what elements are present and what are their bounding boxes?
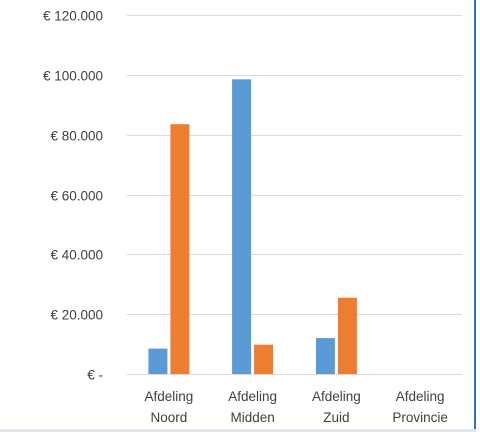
y-tick-label: € 120.000: [43, 9, 103, 24]
chart-bottom-border: [0, 429, 476, 432]
y-tick-label: € 60.000: [50, 189, 103, 204]
x-tick-label: Zuid: [323, 410, 349, 425]
bar: [315, 338, 335, 374]
x-tick-label: Provincie: [392, 410, 448, 425]
x-tick-label: Noord: [151, 410, 188, 425]
x-tick-label: Afdeling: [145, 389, 194, 404]
bar: [148, 348, 168, 374]
bars: [148, 79, 357, 375]
y-tick-label: € 20.000: [50, 308, 103, 323]
y-axis-tick-labels: € - € 20.000 € 40.000 € 60.000 € 80.000 € 100…: [43, 9, 103, 383]
x-tick-label: Afdeling: [396, 389, 445, 404]
x-tick-label: Afdeling: [312, 389, 361, 404]
chart-right-border: [474, 0, 476, 432]
bar: [232, 79, 252, 375]
bar: [337, 297, 357, 374]
bar: [170, 124, 190, 374]
y-tick-label: € 80.000: [50, 129, 103, 144]
y-tick-label: € 40.000: [50, 248, 103, 263]
x-tick-label: Midden: [230, 410, 274, 425]
x-tick-label: Afdeling: [228, 389, 277, 404]
bar: [254, 344, 274, 374]
x-axis-tick-labels: Afdeling Noord Afdeling Midden Afdeling Zuid A…: [145, 389, 448, 425]
y-tick-label: € -: [87, 368, 103, 383]
y-tick-label: € 100.000: [43, 69, 103, 84]
